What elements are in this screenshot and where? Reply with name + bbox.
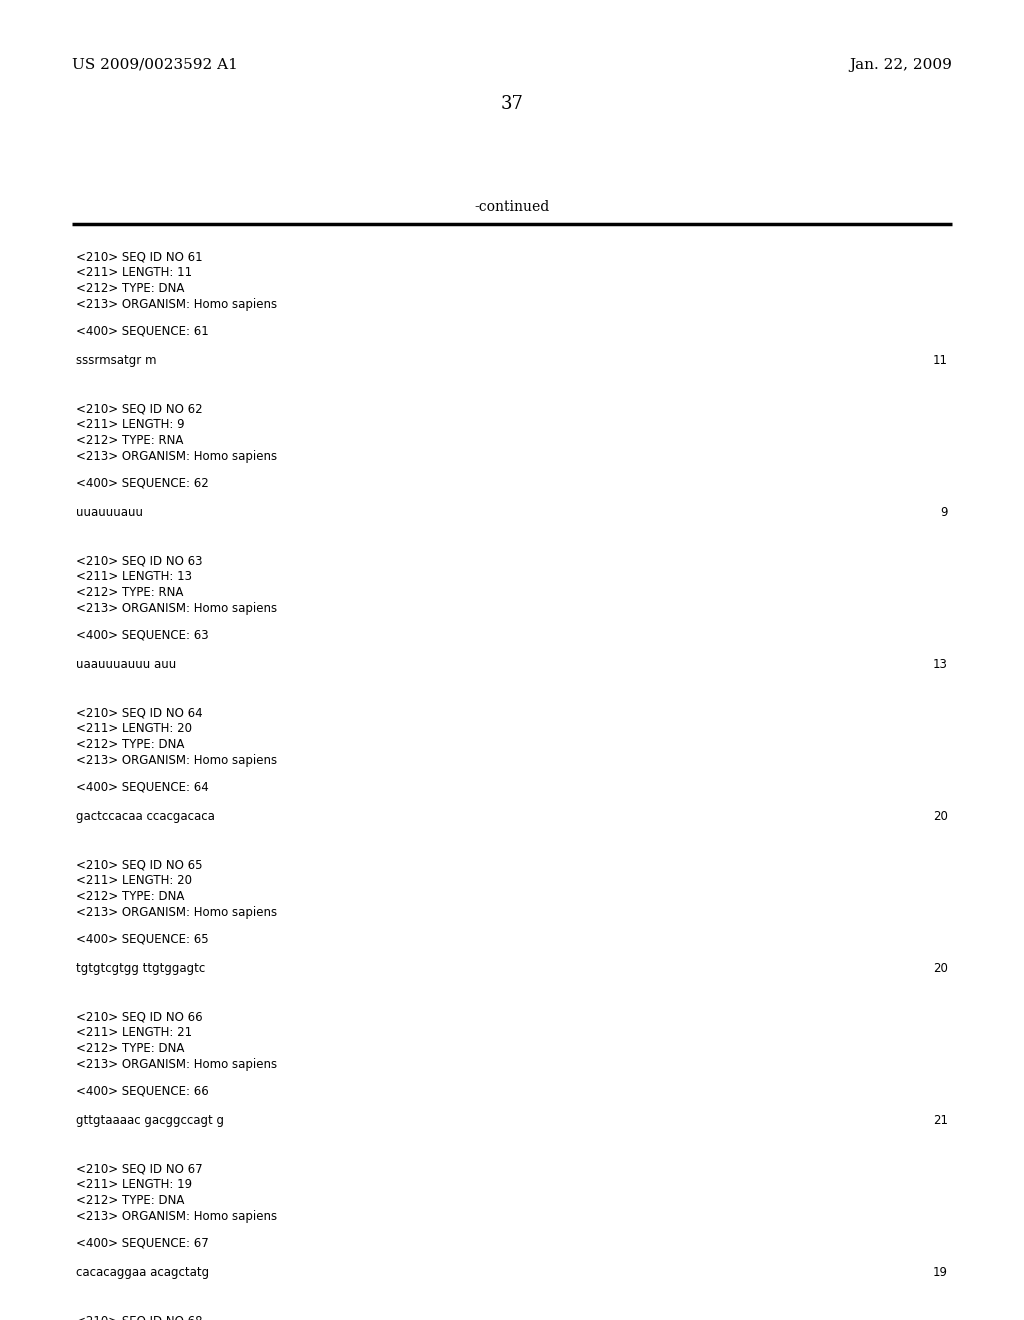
Text: tgtgtcgtgg ttgtggagtc: tgtgtcgtgg ttgtggagtc (76, 962, 205, 975)
Text: <211> LENGTH: 20: <211> LENGTH: 20 (76, 722, 193, 735)
Text: gttgtaaaac gacggccagt g: gttgtaaaac gacggccagt g (76, 1114, 224, 1127)
Text: <210> SEQ ID NO 64: <210> SEQ ID NO 64 (76, 706, 203, 719)
Text: <210> SEQ ID NO 63: <210> SEQ ID NO 63 (76, 554, 203, 568)
Text: 21: 21 (933, 1114, 948, 1127)
Text: <400> SEQUENCE: 64: <400> SEQUENCE: 64 (76, 780, 209, 793)
Text: <400> SEQUENCE: 62: <400> SEQUENCE: 62 (76, 477, 209, 488)
Text: <400> SEQUENCE: 67: <400> SEQUENCE: 67 (76, 1236, 209, 1249)
Text: <210> SEQ ID NO 68: <210> SEQ ID NO 68 (76, 1313, 203, 1320)
Text: 13: 13 (933, 657, 948, 671)
Text: <210> SEQ ID NO 61: <210> SEQ ID NO 61 (76, 249, 203, 263)
Text: 37: 37 (501, 95, 523, 114)
Text: <212> TYPE: DNA: <212> TYPE: DNA (76, 1041, 184, 1055)
Text: <213> ORGANISM: Homo sapiens: <213> ORGANISM: Homo sapiens (76, 1210, 278, 1224)
Text: <400> SEQUENCE: 63: <400> SEQUENCE: 63 (76, 628, 209, 642)
Text: Jan. 22, 2009: Jan. 22, 2009 (849, 58, 952, 73)
Text: <211> LENGTH: 9: <211> LENGTH: 9 (76, 418, 184, 432)
Text: sssrmsatgr m: sssrmsatgr m (76, 354, 157, 367)
Text: cacacaggaa acagctatg: cacacaggaa acagctatg (76, 1266, 209, 1279)
Text: 11: 11 (933, 354, 948, 367)
Text: -continued: -continued (474, 201, 550, 214)
Text: <400> SEQUENCE: 66: <400> SEQUENCE: 66 (76, 1084, 209, 1097)
Text: 19: 19 (933, 1266, 948, 1279)
Text: <212> TYPE: DNA: <212> TYPE: DNA (76, 738, 184, 751)
Text: <213> ORGANISM: Homo sapiens: <213> ORGANISM: Homo sapiens (76, 602, 278, 615)
Text: <212> TYPE: DNA: <212> TYPE: DNA (76, 282, 184, 294)
Text: US 2009/0023592 A1: US 2009/0023592 A1 (72, 58, 238, 73)
Text: <212> TYPE: RNA: <212> TYPE: RNA (76, 586, 183, 599)
Text: <210> SEQ ID NO 66: <210> SEQ ID NO 66 (76, 1010, 203, 1023)
Text: <400> SEQUENCE: 65: <400> SEQUENCE: 65 (76, 932, 209, 945)
Text: <211> LENGTH: 13: <211> LENGTH: 13 (76, 570, 193, 583)
Text: <210> SEQ ID NO 62: <210> SEQ ID NO 62 (76, 403, 203, 414)
Text: <400> SEQUENCE: 61: <400> SEQUENCE: 61 (76, 323, 209, 337)
Text: <212> TYPE: DNA: <212> TYPE: DNA (76, 1195, 184, 1206)
Text: <213> ORGANISM: Homo sapiens: <213> ORGANISM: Homo sapiens (76, 450, 278, 463)
Text: <211> LENGTH: 20: <211> LENGTH: 20 (76, 874, 193, 887)
Text: <211> LENGTH: 11: <211> LENGTH: 11 (76, 267, 193, 279)
Text: <211> LENGTH: 21: <211> LENGTH: 21 (76, 1026, 193, 1039)
Text: 9: 9 (940, 506, 948, 519)
Text: <210> SEQ ID NO 65: <210> SEQ ID NO 65 (76, 858, 203, 871)
Text: <213> ORGANISM: Homo sapiens: <213> ORGANISM: Homo sapiens (76, 298, 278, 312)
Text: <213> ORGANISM: Homo sapiens: <213> ORGANISM: Homo sapiens (76, 906, 278, 919)
Text: uaauuuauuu auu: uaauuuauuu auu (76, 657, 176, 671)
Text: uuauuuauu: uuauuuauu (76, 506, 143, 519)
Text: <213> ORGANISM: Homo sapiens: <213> ORGANISM: Homo sapiens (76, 1059, 278, 1071)
Text: 20: 20 (933, 810, 948, 822)
Text: gactccacaa ccacgacaca: gactccacaa ccacgacaca (76, 810, 215, 822)
Text: <212> TYPE: DNA: <212> TYPE: DNA (76, 890, 184, 903)
Text: <213> ORGANISM: Homo sapiens: <213> ORGANISM: Homo sapiens (76, 754, 278, 767)
Text: <212> TYPE: RNA: <212> TYPE: RNA (76, 434, 183, 447)
Text: <211> LENGTH: 19: <211> LENGTH: 19 (76, 1177, 193, 1191)
Text: 20: 20 (933, 962, 948, 975)
Text: <210> SEQ ID NO 67: <210> SEQ ID NO 67 (76, 1162, 203, 1175)
